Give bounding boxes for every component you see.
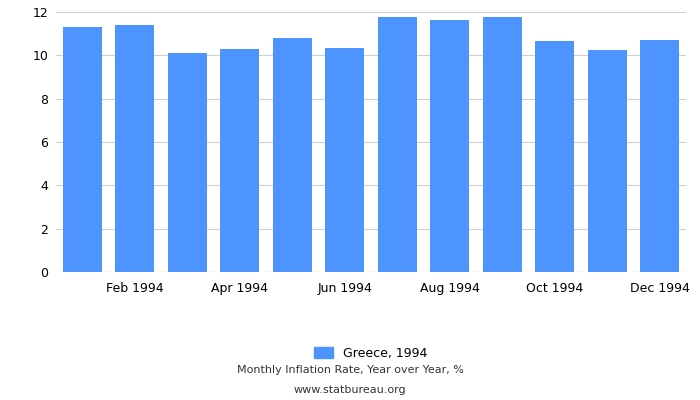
Bar bbox=[115, 25, 155, 272]
Legend: Greece, 1994: Greece, 1994 bbox=[309, 342, 433, 364]
Bar bbox=[325, 48, 365, 272]
Bar bbox=[430, 20, 470, 272]
Text: Monthly Inflation Rate, Year over Year, %: Monthly Inflation Rate, Year over Year, … bbox=[237, 365, 463, 375]
Bar bbox=[640, 40, 680, 272]
Bar bbox=[535, 41, 575, 272]
Bar bbox=[377, 18, 417, 272]
Bar bbox=[220, 49, 260, 272]
Bar bbox=[272, 38, 312, 272]
Bar bbox=[482, 18, 522, 272]
Bar bbox=[62, 27, 102, 272]
Bar bbox=[167, 53, 207, 272]
Bar bbox=[587, 50, 627, 272]
Text: www.statbureau.org: www.statbureau.org bbox=[294, 385, 406, 395]
